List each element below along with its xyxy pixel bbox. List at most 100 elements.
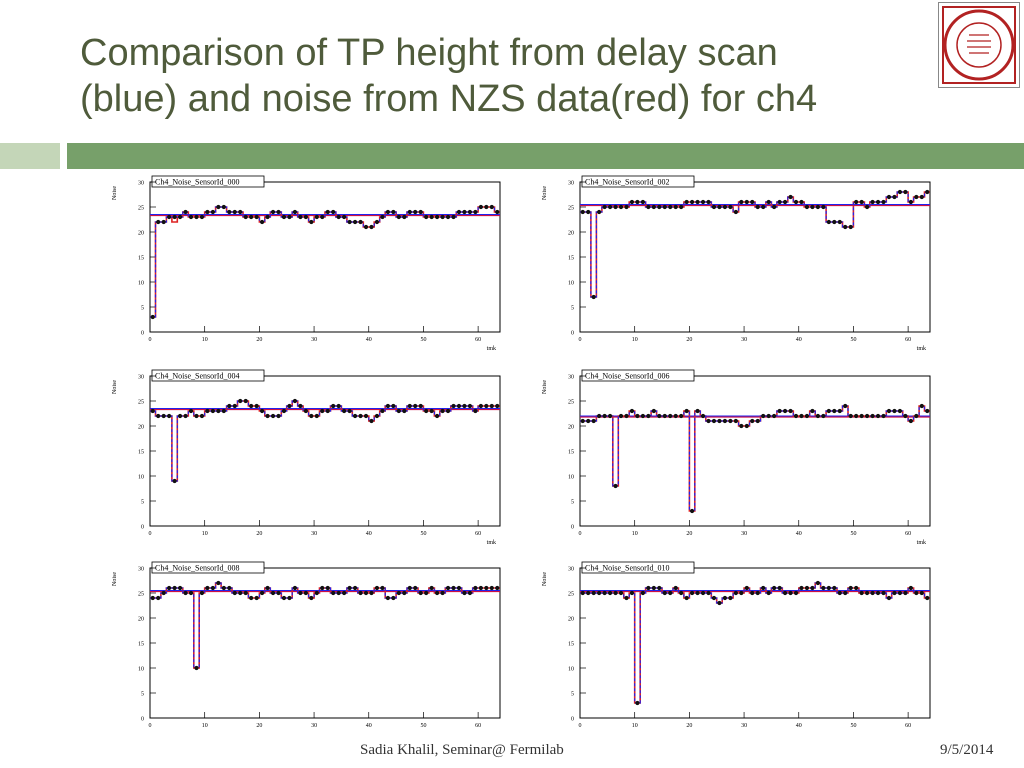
data-point	[761, 204, 766, 210]
data-point	[717, 418, 722, 424]
data-point	[429, 408, 434, 414]
data-point	[881, 413, 886, 419]
data-point	[336, 403, 341, 409]
x-axis-label: tmk	[487, 346, 496, 352]
data-point	[843, 590, 848, 596]
data-point	[413, 403, 418, 409]
data-point	[772, 204, 777, 210]
data-point	[837, 219, 842, 225]
x-tick-label: 50	[850, 337, 856, 343]
y-tick-label: 0	[141, 717, 144, 723]
y-tick-label: 5	[571, 306, 574, 312]
data-point	[462, 590, 467, 596]
data-point	[435, 413, 440, 419]
data-point	[914, 194, 919, 200]
data-point	[260, 219, 265, 225]
data-point	[238, 209, 243, 215]
x-tick-label: 60	[905, 337, 911, 343]
y-tick-label: 15	[568, 642, 574, 648]
data-point	[848, 585, 853, 591]
data-point	[227, 403, 232, 409]
data-point	[629, 199, 635, 205]
data-point	[150, 595, 155, 601]
data-point	[402, 214, 407, 220]
chart-title: Ch4_Noise_SensorId_010	[585, 564, 669, 573]
data-point	[875, 413, 881, 419]
data-point	[679, 413, 684, 419]
x-tick-label: 0	[579, 723, 582, 729]
data-point	[848, 224, 853, 230]
x-tick-label: 30	[311, 531, 317, 537]
data-point	[897, 590, 903, 596]
data-point	[495, 585, 500, 591]
data-point	[766, 590, 771, 596]
x-tick-label: 20	[256, 337, 262, 343]
data-point	[210, 408, 215, 414]
data-point	[303, 214, 308, 220]
data-point	[194, 413, 199, 419]
data-point	[804, 585, 810, 591]
y-tick-label: 0	[571, 717, 574, 723]
y-tick-label: 30	[568, 181, 574, 187]
data-point	[903, 413, 908, 419]
x-tick-label: 50	[850, 531, 856, 537]
data-point	[429, 585, 434, 591]
data-point	[456, 585, 462, 591]
plot-frame	[149, 375, 501, 527]
data-point	[489, 585, 494, 591]
data-point	[216, 408, 221, 414]
x-tick-label: 40	[366, 337, 372, 343]
data-point	[815, 204, 820, 210]
data-point	[739, 590, 744, 596]
data-point	[292, 585, 298, 591]
data-point	[870, 413, 875, 419]
data-point	[456, 209, 462, 215]
y-tick-label: 10	[568, 667, 574, 673]
y-tick-label: 5	[141, 692, 144, 698]
data-point	[451, 214, 456, 220]
y-tick-label: 20	[568, 617, 574, 623]
data-point	[804, 204, 810, 210]
data-point	[380, 214, 385, 220]
data-point	[402, 590, 407, 596]
data-point	[484, 585, 489, 591]
data-point	[467, 403, 473, 409]
data-point	[580, 590, 585, 596]
data-point	[875, 590, 881, 596]
data-point	[646, 585, 651, 591]
data-point	[870, 199, 875, 205]
data-point	[418, 209, 423, 215]
data-point	[188, 408, 194, 414]
data-point	[711, 595, 717, 601]
data-point	[363, 413, 369, 419]
data-point	[265, 413, 270, 419]
x-tick-label: 40	[366, 723, 372, 729]
data-point	[810, 204, 815, 210]
data-point	[903, 590, 908, 596]
y-axis-label: Noise	[542, 186, 548, 200]
data-point	[336, 590, 341, 596]
y-tick-label: 5	[141, 306, 144, 312]
data-point	[358, 413, 363, 419]
data-point	[679, 204, 684, 210]
data-point	[662, 413, 667, 419]
data-point	[249, 403, 254, 409]
data-point	[782, 408, 788, 414]
data-point	[646, 204, 651, 210]
data-point	[733, 418, 738, 424]
data-point	[908, 199, 913, 205]
data-point	[391, 595, 396, 601]
data-point	[870, 590, 875, 596]
data-point	[325, 209, 330, 215]
data-point	[325, 408, 330, 414]
data-point	[260, 590, 265, 596]
y-tick-label: 20	[138, 617, 144, 623]
data-point	[183, 590, 188, 596]
data-point	[826, 219, 831, 225]
chart-title: Ch4_Noise_SensorId_006	[585, 372, 669, 381]
data-point	[668, 204, 673, 210]
data-point	[265, 214, 270, 220]
x-tick-label: 50	[420, 531, 426, 537]
data-point	[865, 413, 870, 419]
data-point	[777, 408, 782, 414]
